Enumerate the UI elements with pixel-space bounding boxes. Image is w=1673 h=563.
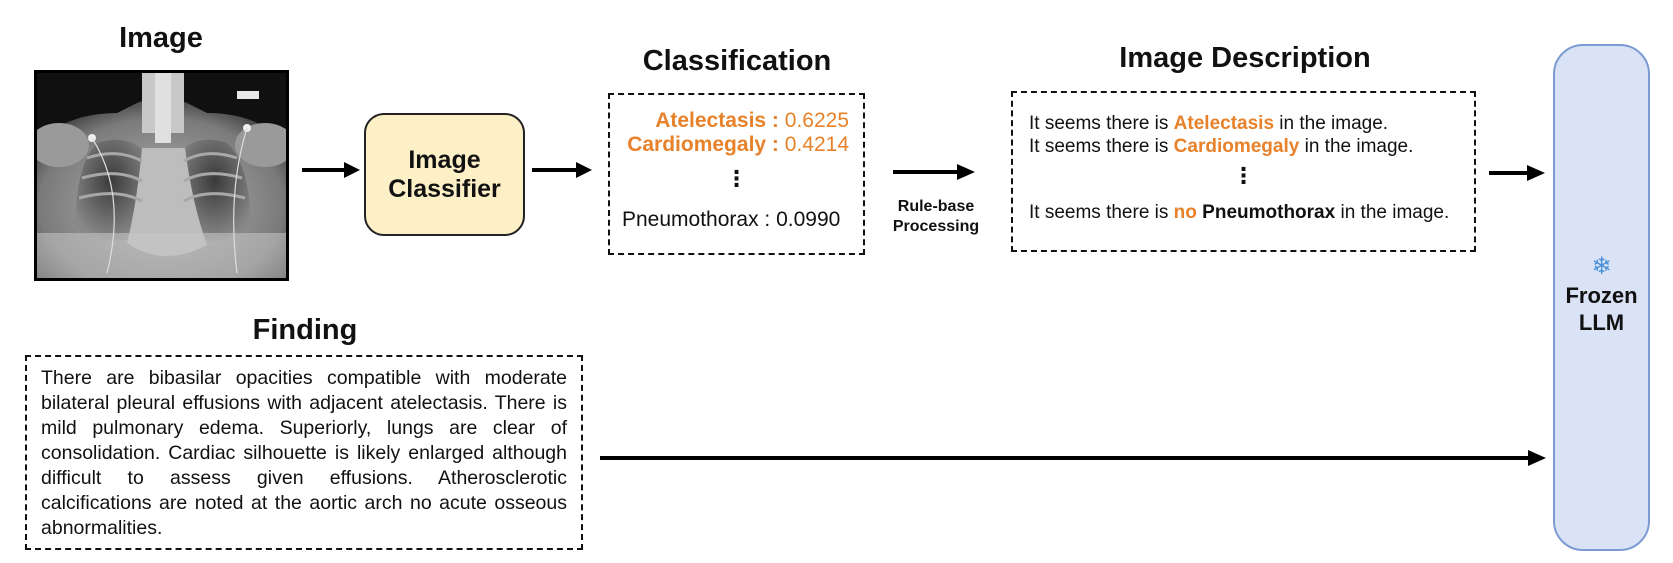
description-ellipsis: ⋮ — [1232, 163, 1255, 188]
llm-label-line2: LLM — [1578, 310, 1625, 335]
description-suffix: in the image. — [1274, 113, 1389, 134]
classification-label: Pneumothorax : — [622, 208, 771, 231]
classification-score: 0.4214 — [784, 133, 849, 156]
image-title: Image — [119, 22, 203, 54]
classification-label: Atelectasis : — [655, 109, 779, 132]
image-classifier-box: Image Classifier — [364, 113, 525, 236]
classification-item-atelectasis: Atelectasis : 0.6225 — [655, 109, 849, 133]
classification-title: Classification — [642, 45, 832, 77]
classification-score: 0.6225 — [784, 109, 849, 132]
description-line-atelectasis: It seems there is Atelectasis in the ima… — [1029, 113, 1388, 135]
description-highlight: Cardiomegaly — [1173, 136, 1300, 157]
description-prefix: It seems there is — [1029, 136, 1174, 157]
arrow-description-to-llm — [1489, 165, 1545, 181]
rule-processing-label: Rule-base Processing — [880, 197, 992, 237]
arrow-classification-to-description — [893, 164, 975, 180]
image-description-box: It seems there is Atelectasis in the ima… — [1011, 91, 1476, 252]
classifier-label-line1: Image — [408, 145, 481, 174]
rule-processing-line2: Processing — [892, 218, 980, 235]
llm-label: Frozen LLM — [1555, 282, 1648, 336]
classification-item-pneumothorax: Pneumothorax : 0.0990 — [622, 208, 840, 232]
finding-title: Finding — [252, 314, 358, 346]
description-highlight: Atelectasis — [1173, 113, 1275, 134]
classification-item-cardiomegaly: Cardiomegaly : 0.4214 — [627, 133, 849, 157]
classification-box: Atelectasis : 0.6225 Cardiomegaly : 0.42… — [608, 93, 865, 255]
snowflake-icon: ❄ — [1591, 253, 1612, 280]
classification-label: Cardiomegaly : — [627, 133, 779, 156]
description-negation: no — [1173, 202, 1197, 223]
classification-score: 0.0990 — [776, 208, 841, 231]
arrow-finding-to-llm — [600, 450, 1546, 466]
description-suffix: in the image. — [1299, 136, 1414, 157]
rule-processing-line1: Rule-base — [897, 198, 975, 215]
llm-label-line1: Frozen — [1565, 283, 1638, 308]
arrow-image-to-classifier — [302, 162, 360, 178]
arrow-classifier-to-classification — [532, 162, 592, 178]
description-line-cardiomegaly: It seems there is Cardiomegaly in the im… — [1029, 136, 1413, 158]
finding-box: There are bibasilar opacities compatible… — [25, 355, 583, 550]
description-prefix: It seems there is — [1029, 202, 1174, 223]
description-line-pneumothorax: It seems there is no Pneumothorax in the… — [1029, 202, 1449, 224]
frozen-llm-block: ❄ Frozen LLM — [1553, 44, 1650, 551]
description-suffix: in the image. — [1335, 202, 1450, 223]
description-prefix: It seems there is — [1029, 113, 1174, 134]
description-finding: Pneumothorax — [1202, 202, 1336, 223]
xray-drawing — [37, 73, 286, 278]
classifier-label-line2: Classifier — [388, 174, 501, 203]
finding-text: There are bibasilar opacities compatible… — [41, 367, 567, 539]
chest-xray-image — [34, 70, 289, 281]
classification-ellipsis: ⋮ — [725, 166, 748, 191]
image-description-title: Image Description — [1119, 42, 1371, 74]
